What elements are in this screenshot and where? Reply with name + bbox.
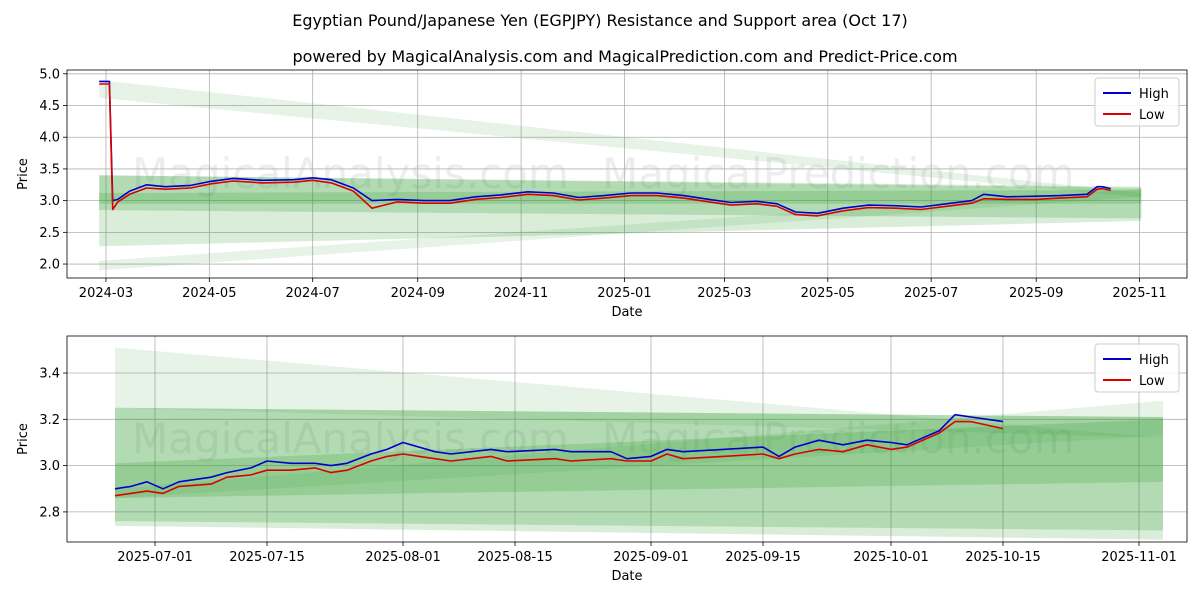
y-axis-label: Price <box>16 423 31 455</box>
y-tick-label: 5.0 <box>39 67 60 82</box>
x-tick-label: 2025-07-01 <box>117 550 193 565</box>
y-tick-label: 3.5 <box>39 162 60 177</box>
chart-subtitle: powered by MagicalAnalysis.com and Magic… <box>292 47 957 66</box>
series-line-low <box>99 83 1111 217</box>
legend-label-low: Low <box>1139 108 1165 123</box>
x-axis-label: Date <box>611 569 642 584</box>
plot-frame <box>66 335 1188 543</box>
legend-label-high: High <box>1139 87 1169 102</box>
plot-area <box>114 347 1163 540</box>
y-tick-label: 4.5 <box>39 99 60 114</box>
y-tick-label: 3.4 <box>39 367 60 382</box>
legend: High Low <box>1094 343 1180 393</box>
x-tick-label: 2025-10-01 <box>853 550 929 565</box>
x-tick-label: 2025-03 <box>697 286 751 301</box>
x-tick-label: 2024-03 <box>79 286 133 301</box>
x-tick-label: 2025-08-15 <box>477 550 553 565</box>
x-tick-label: 2025-09 <box>1009 286 1063 301</box>
legend-label-low: Low <box>1139 374 1165 389</box>
watermark-text: MagicalAnalysis.com <box>132 414 569 463</box>
legend-box <box>1094 77 1180 127</box>
legend-box <box>1094 343 1180 393</box>
y-axis-label: Price <box>16 158 31 190</box>
y-tick-label: 2.0 <box>39 258 60 273</box>
plot-frame <box>66 69 1188 279</box>
y-tick-label: 4.0 <box>39 131 60 146</box>
x-tick-label: 2025-11-01 <box>1101 550 1177 565</box>
y-tick-label: 3.0 <box>39 194 60 209</box>
x-tick-label: 2025-08-01 <box>365 550 441 565</box>
y-tick-label: 2.8 <box>39 505 60 520</box>
x-tick-label: 2024-09 <box>391 286 445 301</box>
x-tick-label: 2025-07-15 <box>229 550 305 565</box>
x-tick-label: 2025-09-01 <box>613 550 689 565</box>
y-tick-label: 2.5 <box>39 226 60 241</box>
y-tick-label: 3.2 <box>39 413 60 428</box>
subplot-1: MagicalAnalysis.com MagicalPrediction.com… <box>16 67 1188 320</box>
x-tick-label: 2025-05 <box>801 286 855 301</box>
legend-label-high: High <box>1139 353 1169 368</box>
band-area <box>115 407 1163 531</box>
watermark-text: MagicalPrediction.com <box>602 149 1075 198</box>
series-line-high <box>99 80 1111 215</box>
chart-title: Egyptian Pound/Japanese Yen (EGPJPY) Res… <box>292 11 908 30</box>
band-area <box>99 80 1142 198</box>
watermark-text: MagicalPrediction.com <box>602 414 1075 463</box>
x-tick-label: 2025-11 <box>1112 286 1166 301</box>
band-area <box>115 419 1163 499</box>
subplot-2: MagicalAnalysis.com MagicalPrediction.com… <box>16 335 1188 584</box>
plot-area <box>99 80 1142 271</box>
y-tick-label: 3.0 <box>39 459 60 474</box>
band-area <box>99 189 1142 271</box>
band-area <box>115 407 1163 540</box>
series-line-low <box>114 420 1004 497</box>
x-tick-label: 2024-07 <box>286 286 340 301</box>
band-area <box>115 347 1163 438</box>
x-tick-label: 2024-11 <box>494 286 548 301</box>
legend: High Low <box>1094 77 1180 127</box>
x-tick-label: 2024-05 <box>182 286 236 301</box>
x-tick-label: 2025-10-15 <box>965 550 1041 565</box>
x-tick-label: 2025-09-15 <box>725 550 801 565</box>
x-axis-label: Date <box>611 305 642 320</box>
band-area <box>115 400 1163 499</box>
x-tick-label: 2025-07 <box>904 286 958 301</box>
x-tick-label: 2025-01 <box>597 286 651 301</box>
series-line-high <box>114 413 1004 490</box>
